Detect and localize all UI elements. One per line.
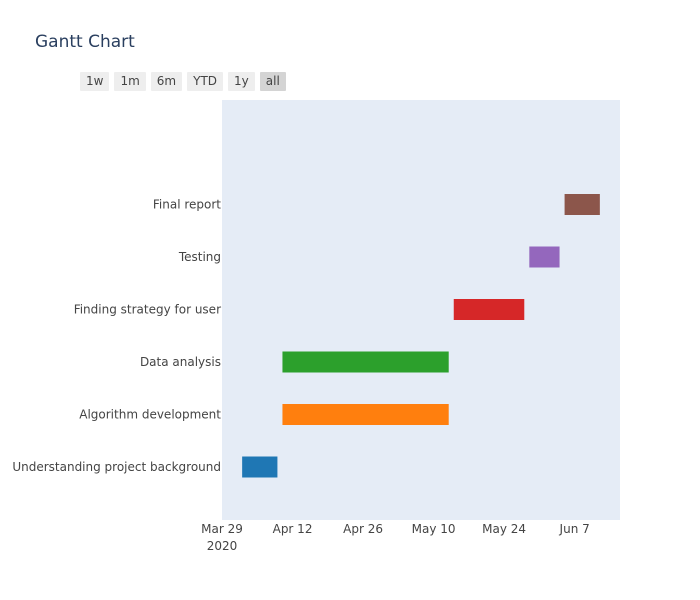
range-button-1y[interactable]: 1y bbox=[228, 72, 255, 91]
range-button-1w[interactable]: 1w bbox=[80, 72, 110, 91]
task-bar[interactable] bbox=[564, 194, 600, 215]
task-label: Algorithm development bbox=[79, 408, 221, 422]
x-tick-label: May 24 bbox=[482, 522, 526, 536]
task-label: Data analysis bbox=[140, 355, 221, 369]
task-label: Finding strategy for user bbox=[74, 303, 221, 317]
range-button-all[interactable]: all bbox=[259, 72, 286, 91]
x-tick-label: May 10 bbox=[412, 522, 456, 536]
x-tick-label: Jun 7 bbox=[559, 522, 590, 536]
task-label: Final report bbox=[153, 198, 221, 212]
x-tick-label: Apr 12 bbox=[273, 522, 313, 536]
task-label: Testing bbox=[178, 250, 221, 264]
task-bar[interactable] bbox=[282, 404, 449, 425]
range-button-ytd[interactable]: YTD bbox=[187, 72, 224, 91]
range-selector: 1w 1m 6m YTD 1y all bbox=[80, 72, 286, 91]
task-label: Understanding project background bbox=[12, 460, 221, 474]
chart-title: Gantt Chart bbox=[35, 32, 135, 52]
x-tick-year-label: 2020 bbox=[207, 539, 238, 553]
plot-area[interactable] bbox=[222, 100, 620, 520]
x-tick-label: Mar 29 bbox=[201, 522, 243, 536]
range-button-1m[interactable]: 1m bbox=[114, 72, 146, 91]
x-tick-label: Apr 26 bbox=[343, 522, 383, 536]
range-button-6m[interactable]: 6m bbox=[150, 72, 183, 91]
task-bar[interactable] bbox=[242, 456, 278, 478]
task-bar[interactable] bbox=[282, 351, 449, 373]
task-bar[interactable] bbox=[529, 246, 560, 268]
task-bar[interactable] bbox=[453, 299, 525, 320]
